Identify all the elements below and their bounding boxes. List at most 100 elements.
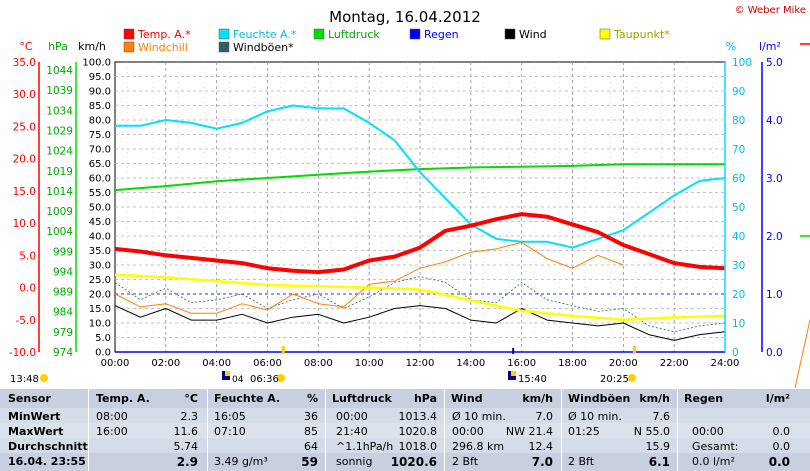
table-row-cell: 1020.8 [398, 425, 438, 438]
table-row-cell: 15.9 [645, 440, 671, 453]
series-line-feuchte-a [115, 104, 726, 249]
humidity-tick-label: 50 [732, 202, 745, 214]
legend-label: Luftdruck [328, 28, 380, 41]
temp-unit-label: °C [19, 40, 33, 53]
legend-swatch [123, 41, 135, 53]
wind-tick-label: 75.0 [89, 130, 111, 141]
temperature-tick-label: 35.0 [13, 57, 36, 69]
pressure-tick-label: 974 [53, 347, 73, 359]
temperature-tick-label: 25.0 [13, 121, 36, 133]
humidity-tick-label: 40 [732, 231, 745, 243]
wind-unit-label: km/h [78, 40, 106, 53]
table-row-cell: NW 21.4 [505, 425, 553, 438]
x-tick-label: 08:00 [304, 358, 333, 369]
wind-tick-label: 40.0 [89, 232, 111, 243]
pressure-tick-label: 999 [53, 246, 73, 258]
pressure-tick-label: 1044 [46, 65, 73, 77]
table-column-separator [207, 389, 208, 471]
table-row-cell: 08:00 [96, 410, 128, 423]
table-row-label: Durchschnitt [8, 440, 88, 453]
table-row-cell: 2 Bft [568, 455, 595, 468]
humidity-tick-label: 20 [732, 289, 745, 301]
legend-swatch [409, 28, 421, 40]
table-row-cell: 07:10 [214, 425, 246, 438]
wind-tick-label: 0.0 [95, 348, 111, 359]
legend-label: Regen [424, 28, 459, 41]
temperature-tick-label: 20.0 [13, 154, 36, 166]
table-row-cell: 00:00 [692, 425, 724, 438]
table-header: Wind [451, 392, 483, 405]
table-band [0, 438, 810, 453]
table-row-cell: 16:00 [96, 425, 128, 438]
sunrise-icon [277, 374, 285, 382]
left-time-label: 13:48 [10, 374, 39, 385]
legend-swatch [123, 28, 135, 40]
sunset-marker [632, 346, 636, 354]
wind-tick-label: 95.0 [89, 72, 111, 83]
sunset-icon [628, 374, 636, 382]
x-tick-label: 00:00 [101, 358, 130, 369]
humidity-tick-label: 90 [732, 86, 745, 98]
table-row-cell: Ø 10 min. [452, 410, 506, 423]
humidity-tick-label: 80 [732, 115, 745, 127]
chart-title: Montag, 16.04.2012 [329, 8, 481, 26]
legend-swatch [313, 28, 325, 40]
x-tick-label: 10:00 [355, 358, 384, 369]
wind-tick-label: 15.0 [89, 304, 111, 315]
temperature-tick-label: 15.0 [13, 186, 36, 198]
series-line-temp-a [114, 212, 726, 275]
humidity-tick-label: 60 [732, 173, 745, 185]
pressure-tick-label: 1019 [46, 166, 73, 178]
x-tick-label: 16:00 [507, 358, 536, 369]
table-column-separator [444, 389, 445, 471]
wind-tick-label: 65.0 [89, 159, 111, 170]
legend-swatch [218, 41, 230, 53]
table-row-cell: 7.0 [531, 455, 553, 469]
table-header: Windböen [568, 392, 631, 405]
pressure-tick-label: 979 [53, 327, 73, 339]
series-line-taupunkt [114, 273, 726, 322]
humidity-tick-label: 0 [732, 347, 739, 359]
table-header: l/m² [765, 392, 790, 405]
sunrise-time: 06:36 [250, 374, 279, 385]
table-row-cell: 5.74 [173, 440, 199, 453]
rain-tick-label: 0.0 [766, 347, 783, 359]
pressure-tick-label: 1029 [46, 125, 73, 137]
table-row-cell: 0.0 [772, 425, 791, 438]
x-tick-label: 04:00 [202, 358, 231, 369]
legend-swatch [504, 28, 516, 40]
table-row-cell: 00:00 [336, 410, 368, 423]
rain-tick-label: 1.0 [766, 289, 783, 301]
table-band [0, 453, 810, 471]
temperature-tick-label: 0.0 [19, 283, 36, 295]
statistics-table: Sensor Temp. A. °C Feuchte A.% Luftdruck hPa W… [0, 389, 810, 471]
wind-tick-label: 35.0 [89, 246, 111, 257]
table-row-cell: N 55.0 [633, 425, 670, 438]
pressure-tick-label: 1039 [46, 85, 73, 97]
table-column-separator [677, 389, 678, 471]
series-line-wind [114, 305, 726, 341]
table-header: hPa [413, 392, 437, 405]
sun-left-icon [40, 374, 48, 382]
legend-label: Windböen* [233, 41, 294, 54]
wind-tick-label: 5.0 [95, 333, 111, 344]
table-header: °C [184, 392, 198, 405]
sunset-time: 20:25 [600, 374, 629, 385]
table-row-cell: 85 [304, 425, 318, 438]
table-row-cell: 64 [304, 440, 318, 453]
rain-tick-label: 3.0 [766, 173, 783, 185]
table-row-label: MinWert [8, 410, 61, 423]
humidity-unit-label: % [726, 40, 736, 53]
wind-tick-label: 70.0 [89, 145, 111, 156]
table-band [0, 408, 810, 423]
table-column-separator [561, 389, 562, 471]
moon-time-label: 15:40 [518, 374, 547, 385]
pressure-tick-label: 1014 [46, 186, 73, 198]
table-header: km/h [522, 392, 553, 405]
humidity-tick-label: 10 [732, 318, 745, 330]
table-row-cell: 00:00 [452, 425, 484, 438]
pressure-unit-label: hPa [48, 40, 68, 53]
table-row-cell: 3.49 g/m³ [214, 455, 268, 468]
table-row-cell: 0.0 [772, 440, 791, 453]
temperature-tick-label: -10.0 [9, 347, 36, 359]
